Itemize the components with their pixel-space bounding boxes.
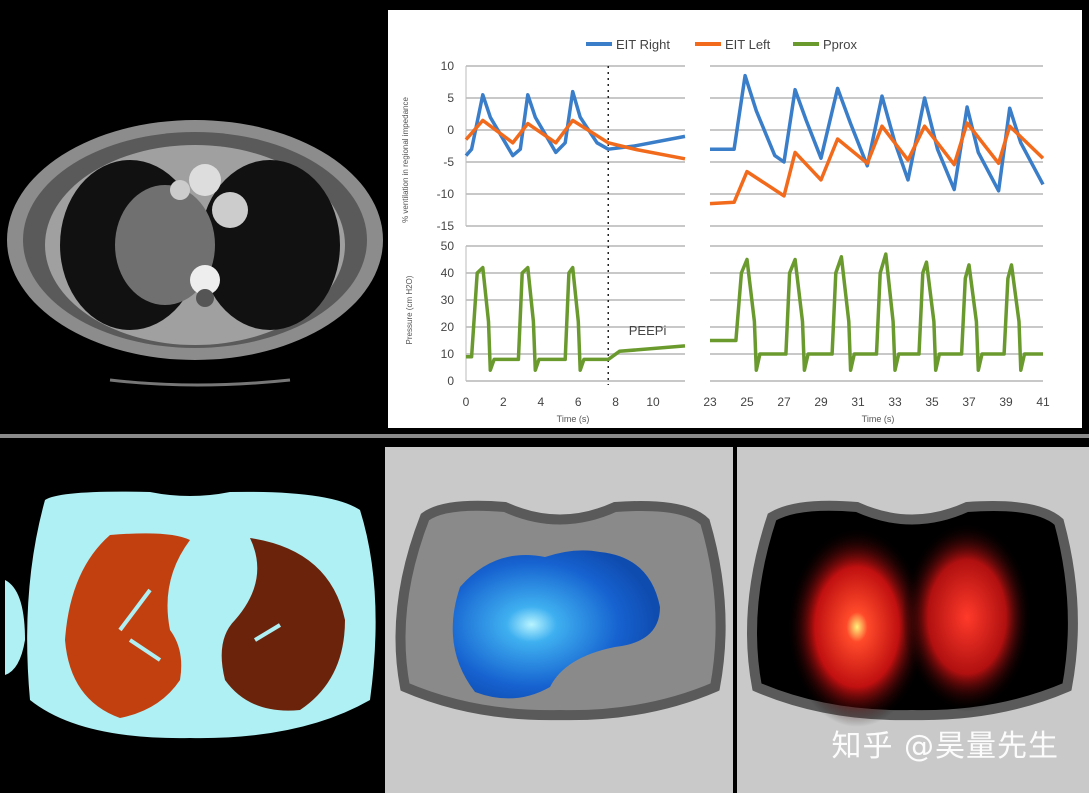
y-tick-label-impedance: -5	[443, 155, 454, 169]
watermark: 知乎 @昊量先生	[831, 729, 1059, 764]
peepi-annotation: PEEPi	[629, 323, 667, 338]
y-tick-label-impedance: 10	[441, 59, 455, 73]
x-axis-label-left: Time (s)	[557, 414, 590, 424]
row-divider	[0, 434, 1089, 438]
y-tick-label-impedance: 0	[447, 123, 454, 137]
y-axis-label-pressure: Pressure (cm H2O)	[405, 275, 414, 344]
legend-label-eit-right: EIT Right	[616, 37, 670, 52]
ventilation-distribution-blue	[452, 550, 660, 699]
eit-image-blue	[385, 447, 733, 793]
x-axis-label-right: Time (s)	[862, 414, 895, 424]
y-tick-label-impedance: -10	[437, 187, 455, 201]
series-line-pprox	[710, 252, 1043, 372]
ct-mass	[115, 185, 215, 305]
series-line-eit-right	[710, 73, 1045, 193]
y-axis-label-impedance: % ventilation in regional impedance	[401, 97, 410, 223]
legend-label-pprox: Pprox	[823, 37, 857, 52]
x-tick-label: 41	[1036, 395, 1050, 409]
y-tick-label-pressure: 30	[441, 293, 455, 307]
x-tick-label: 6	[575, 395, 582, 409]
series-line-eit-left	[464, 118, 686, 161]
segmented-right-lung	[65, 533, 190, 718]
ct-scan-image	[0, 0, 386, 432]
segmented-left-lung	[221, 538, 345, 711]
x-tick-label: 29	[814, 395, 828, 409]
y-tick-label-pressure: 50	[441, 239, 455, 253]
x-tick-label: 35	[925, 395, 939, 409]
x-tick-label: 39	[999, 395, 1013, 409]
y-tick-label-impedance: -15	[437, 219, 455, 233]
x-tick-label: 27	[777, 395, 791, 409]
y-tick-label-pressure: 20	[441, 320, 455, 334]
x-tick-label: 2	[500, 395, 507, 409]
ct-left-lung	[200, 160, 340, 330]
perfusion-right	[787, 527, 927, 727]
chart-legend: EIT Right EIT Left Pprox	[586, 37, 857, 52]
ct-vertebra	[190, 265, 220, 295]
x-tick-label: 33	[888, 395, 902, 409]
series-line-eit-left	[709, 121, 1045, 206]
perfusion-left	[902, 522, 1032, 712]
x-tick-label: 31	[851, 395, 865, 409]
ct-segmentation-image	[0, 440, 383, 793]
legend-label-eit-left: EIT Left	[725, 37, 771, 52]
y-tick-label-pressure: 10	[441, 347, 455, 361]
x-tick-label: 4	[537, 395, 544, 409]
eit-image-red	[737, 447, 1089, 793]
series-line-pprox	[466, 265, 686, 372]
y-tick-label-impedance: 5	[447, 91, 454, 105]
eit-pressure-chart: EIT Right EIT Left Pprox 10 5 0 -5 -10 -15 50 4…	[388, 10, 1082, 428]
y-tick-label-pressure: 40	[441, 266, 455, 280]
x-tick-label: 10	[646, 395, 660, 409]
y-tick-label-pressure: 0	[447, 374, 454, 388]
x-tick-label: 25	[740, 395, 754, 409]
x-tick-label: 23	[703, 395, 717, 409]
x-tick-label: 0	[463, 395, 470, 409]
x-tick-label: 8	[612, 395, 619, 409]
x-tick-label: 37	[962, 395, 976, 409]
